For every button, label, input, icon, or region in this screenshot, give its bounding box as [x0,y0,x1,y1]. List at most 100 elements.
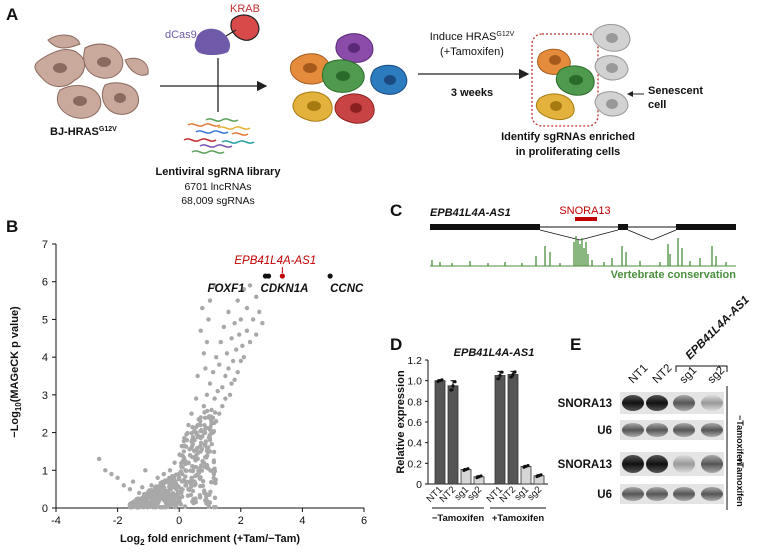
scatter-point [138,503,144,508]
scatter-point [210,370,216,375]
lane-label: sg1 [678,365,700,387]
scatter-point [257,309,262,315]
scatter-point [188,492,194,498]
blot-band [622,455,644,473]
panel-e: E EPB41L4A-AS1 NT1 NT2 sg1 sg2 SNORA13U6SNO… [558,294,752,510]
scatter-point [177,499,182,504]
scatter-point [206,504,212,509]
scatter-point [229,336,234,341]
bar [520,466,532,485]
scatter-point [211,449,217,455]
scatter-point [217,411,222,416]
scatter-point [226,366,231,371]
scatter-point [247,339,253,345]
scatter-point [178,453,183,458]
scatter-point [180,494,185,499]
blot-band [622,423,644,437]
scatter-point [207,298,213,303]
blot-band [622,395,644,411]
scatter-labels: EPB41L4A-AS1 FOXF1 CDKN1A CCNC [207,255,364,295]
library-lncrna-count: 6701 lncRNAs [184,181,251,193]
scatter-point [173,472,179,477]
scatter-point [143,498,148,503]
scatter-point [190,488,196,494]
bar-y-tick-label: 0 [416,479,422,491]
scatter-point [218,339,223,345]
replicate-point [440,378,444,382]
cell-cluster-middle [290,33,408,124]
scatter-point [202,415,208,421]
blot-row-label: SNORA13 [558,398,612,410]
scatter-point [209,468,215,474]
scatter-point [220,385,225,390]
scatter-point [195,373,200,379]
scatter-point [152,485,158,490]
blot-band [646,455,668,473]
scatter-point [167,468,173,473]
lane-label: NT1 [627,362,651,386]
labeled-point [279,273,285,279]
labeled-point [327,273,333,279]
scatter-point [146,492,151,497]
lane-label: NT2 [651,362,675,386]
scatter-point [232,377,237,382]
scatter-point [203,426,208,431]
scatter-point [181,449,187,454]
cond1-label: −Tamoxifen [735,415,745,465]
scatter-point [237,332,242,337]
bar [494,375,506,485]
scatter-point [183,468,188,473]
scatter-point [227,392,233,398]
scatter-point [208,489,213,494]
group2-label: +Tamoxifen [492,513,545,524]
blot-band [673,423,695,437]
labeled-point [265,273,272,279]
scatter-x-label: Log2 fold enrichment (+Tam/−Tam) [120,533,300,547]
scatter-point [198,495,203,500]
scatter-point [143,468,148,473]
scatter-point [183,474,188,479]
blot-band [701,455,723,473]
replicate-point [479,474,483,478]
library-title: Lentiviral sgRNA library [156,166,282,178]
scatter-point [205,408,210,414]
scatter-point [115,475,120,481]
gene-model [430,224,736,241]
scatter-y-tick-label: 2 [42,428,48,440]
scatter-point [186,422,191,428]
scatter-point [198,449,203,454]
scatter-point [96,456,102,462]
scatter-point [202,423,207,428]
blot-band [646,487,668,501]
scatter-point [198,328,203,333]
bar [507,374,519,485]
scatter-x-tick-label: 6 [361,515,367,527]
scatter-point [161,486,166,492]
panel-a: A BJ-HRASG12V dCas9 KRAB [6,3,703,207]
scatter-point [200,434,205,439]
scatter-point [230,358,236,364]
gene-name-label: EPB41L4A-AS1 [430,207,511,219]
scatter-point [160,479,165,485]
blot-band [701,423,723,437]
scatter-point [183,483,188,488]
scatter-point [177,475,182,481]
panel-b-letter: B [6,217,18,236]
scatter-point [203,441,208,446]
scatter-point [233,347,239,352]
blot-band [701,395,723,411]
scatter-point [235,298,240,303]
scatter-point [152,494,157,499]
scatter-point [190,464,196,469]
scatter-point [198,415,203,420]
scatter-point [130,479,136,484]
replicate-point [539,473,543,477]
scatter-point [203,491,208,496]
scatter-point [193,473,198,479]
cell-line-label: BJ-HRASG12V [50,126,117,138]
scatter-point [193,496,198,501]
scatter-point [180,458,186,464]
bar-chart-title: EPB41L4A-AS1 [454,347,535,359]
replicate-point [509,375,513,379]
scatter-point [136,490,142,496]
